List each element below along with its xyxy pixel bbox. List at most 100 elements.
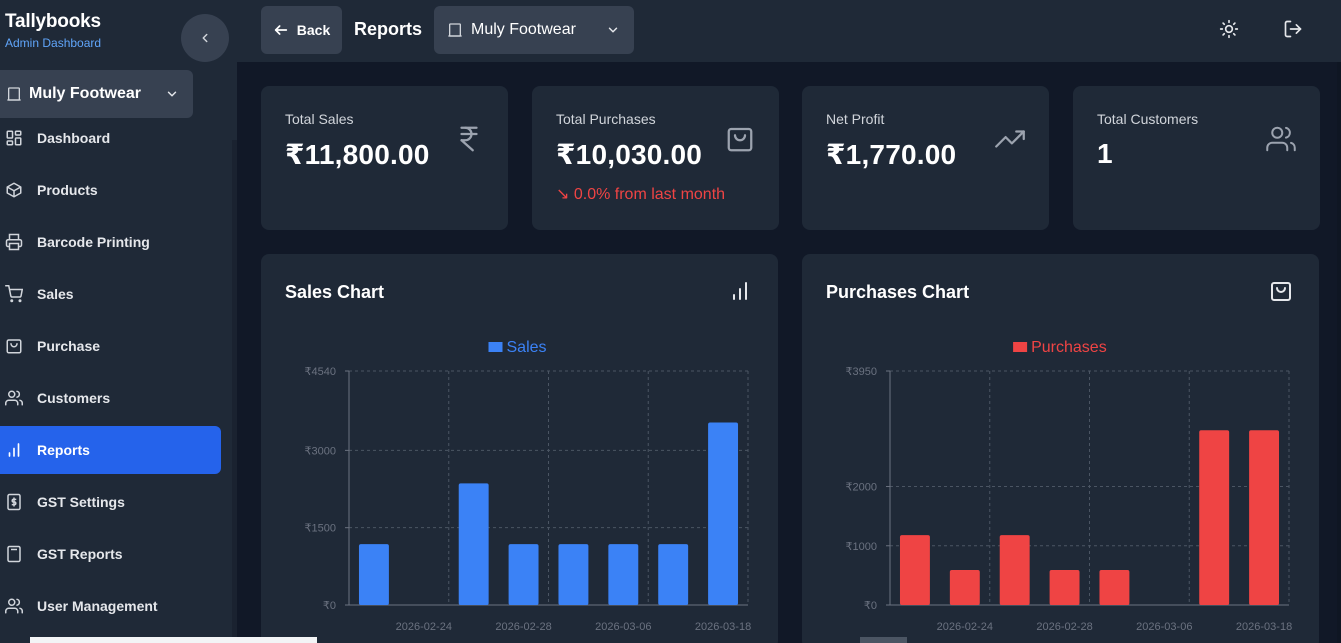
stat-value: 1: [1097, 138, 1113, 169]
bar: [949, 570, 980, 605]
bar: [358, 544, 389, 605]
stat-card-total-customers: Total Customers 1: [1073, 86, 1320, 230]
chevron-left-icon: [202, 33, 208, 43]
theme-toggle-button[interactable]: [1217, 17, 1241, 41]
sidebar-item-label: User Management: [37, 598, 158, 614]
bar: [708, 422, 739, 605]
horizontal-scrollbar-track: [30, 637, 317, 643]
horizontal-scrollbar-thumb[interactable]: [860, 637, 907, 643]
sidebar-item-sales[interactable]: Sales: [0, 270, 221, 318]
sidebar-item-label: Barcode Printing: [37, 234, 150, 250]
x-tick-label: 2026-02-28: [1036, 621, 1092, 633]
sidebar-item-label: Customers: [37, 390, 111, 406]
stat-trend-text: 0.0% from last month: [573, 186, 726, 203]
legend-swatch: [1013, 342, 1028, 352]
sidebar-item-gst-reports[interactable]: GST Reports: [0, 530, 221, 578]
bar: [1049, 570, 1080, 605]
sales-chart: Sales ₹0 ₹1500 ₹3000 ₹4540 2026-02-24 2026-02-…: [305, 339, 752, 633]
y-tick-label: ₹3950: [846, 366, 877, 378]
sidebar-item-label: GST Reports: [37, 546, 123, 562]
sidebar-item-products[interactable]: Products: [0, 166, 221, 214]
store-selector[interactable]: Muly Footwear: [434, 6, 634, 54]
shopping-bag-icon: [727, 127, 753, 152]
y-tick-label: ₹2000: [846, 482, 877, 494]
sales-chart-panel: Sales Chart Sales ₹0 ₹1500 ₹3000 ₹4540 2026-0…: [261, 254, 778, 643]
stat-title: Total Customers: [1097, 111, 1199, 127]
panel-title: Purchases Chart: [826, 282, 970, 302]
sidebar-item-barcode-printing[interactable]: Barcode Printing: [0, 218, 221, 266]
sidebar-item-label: Reports: [37, 442, 90, 458]
legend-label: Sales: [507, 339, 547, 356]
x-tick-label: 2026-03-06: [595, 621, 651, 633]
logout-button[interactable]: [1281, 17, 1305, 41]
sidebar-item-reports[interactable]: Reports: [0, 426, 221, 474]
main-scrollbar[interactable]: [1337, 62, 1341, 643]
bar: [658, 544, 689, 605]
purchases-chart: Purchases ₹0 ₹1000 ₹2000 ₹3950 2026-02-24 2026…: [846, 339, 1293, 633]
stat-value: ₹10,030.00: [556, 139, 703, 170]
stat-trend: ↘ 0.0% from last month: [556, 184, 725, 204]
sun-icon: [1219, 19, 1239, 39]
users-icon: [5, 390, 23, 406]
bar: [899, 535, 930, 605]
legend-swatch: [488, 342, 503, 352]
y-tick-label: ₹4540: [305, 366, 336, 378]
purchases-chart-panel: Purchases Chart Purchases ₹0 ₹1000 ₹2000 ₹39…: [802, 254, 1319, 643]
sidebar-nav: Dashboard Products Barcode Printing Sale…: [0, 114, 237, 634]
x-tick-label: 2026-02-24: [396, 621, 452, 633]
bar: [558, 544, 589, 605]
building-icon: [448, 23, 462, 37]
chevron-down-icon: [167, 91, 177, 97]
sidebar: Tallybooks Admin Dashboard Muly Footwear…: [0, 0, 237, 643]
sidebar-item-purchase[interactable]: Purchase: [0, 322, 221, 370]
stat-title: Net Profit: [826, 111, 885, 127]
sidebar-item-label: Purchase: [37, 338, 101, 354]
panel-title: Sales Chart: [285, 282, 385, 302]
stat-value: ₹11,800.00: [285, 139, 430, 170]
users-icon: [1266, 126, 1296, 152]
building-icon: [7, 87, 21, 101]
sidebar-scrollbar[interactable]: [232, 140, 237, 643]
store-selector-label: Muly Footwear: [471, 21, 576, 38]
y-tick-label: ₹1000: [846, 541, 877, 553]
dollar-receipt-icon: [7, 493, 21, 511]
sidebar-item-label: GST Settings: [37, 494, 125, 510]
y-tick-label: ₹0: [323, 600, 336, 612]
printer-icon: [5, 233, 23, 251]
collapse-sidebar-button[interactable]: [181, 14, 229, 62]
chevron-down-icon: [608, 27, 618, 33]
sidebar-item-user-management[interactable]: User Management: [0, 582, 221, 630]
brand: Tallybooks Admin Dashboard: [5, 11, 101, 50]
shopping-bag-icon: [1271, 282, 1291, 301]
x-tick-label: 2026-02-28: [495, 621, 551, 633]
y-tick-label: ₹0: [864, 600, 877, 612]
back-button-label: Back: [296, 22, 331, 38]
y-tick-label: ₹3000: [305, 445, 336, 457]
x-tick-label: 2026-03-18: [1236, 621, 1292, 633]
sidebar-store-label: Muly Footwear: [29, 85, 142, 102]
bar: [1199, 430, 1230, 605]
sidebar-item-dashboard[interactable]: Dashboard: [0, 114, 221, 162]
trending-up-icon: [995, 130, 1025, 148]
bar: [608, 544, 639, 605]
legend-label: Purchases: [1031, 339, 1107, 356]
dashboard-icon: [6, 130, 22, 146]
logout-icon: [1284, 20, 1302, 38]
sidebar-item-label: Sales: [37, 286, 74, 302]
calculator-icon: [7, 545, 21, 563]
sidebar-item-gst-settings[interactable]: GST Settings: [0, 478, 221, 526]
sidebar-store-selector[interactable]: Muly Footwear: [0, 70, 193, 118]
sidebar-item-label: Dashboard: [37, 130, 111, 146]
bar-chart-icon: [8, 443, 20, 457]
trending-down-icon: ↘: [556, 186, 570, 203]
sidebar-item-label: Products: [37, 182, 98, 198]
stat-value: ₹1,770.00: [826, 139, 957, 170]
x-tick-label: 2026-02-24: [937, 621, 993, 633]
sidebar-item-customers[interactable]: Customers: [0, 374, 221, 422]
stat-card-total-purchases: Total Purchases ₹10,030.00 ↘ 0.0% from l…: [532, 86, 779, 230]
bar: [1099, 570, 1130, 605]
back-button[interactable]: Back: [261, 6, 342, 54]
main-content: Total Sales ₹11,800.00 Total Purchases ₹…: [237, 62, 1341, 643]
bar-chart-icon: [733, 282, 747, 300]
